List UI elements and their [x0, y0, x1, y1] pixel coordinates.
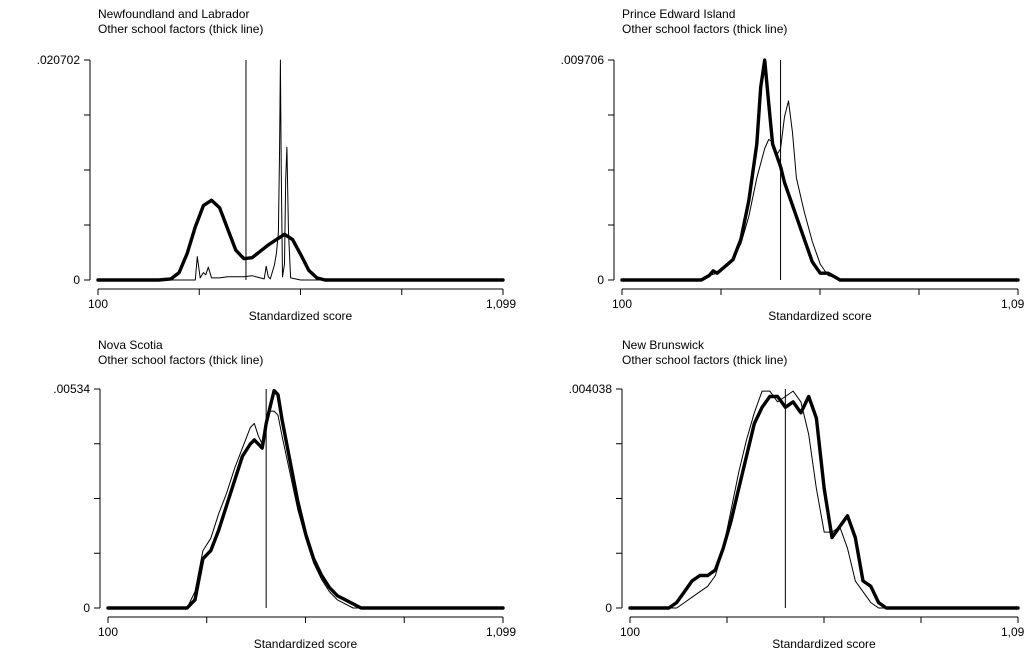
chart-subtitle: Other school factors (thick line) [98, 22, 263, 36]
y-tick-label-zero: 0 [605, 601, 612, 615]
x-tick-label-min: 100 [620, 625, 640, 639]
x-tick-label-max: 1,099 [486, 297, 516, 311]
x-tick-label-min: 100 [98, 625, 118, 639]
series-line-other-school-factors [96, 198, 505, 282]
x-tick-label-min: 100 [88, 297, 108, 311]
chart-title: Nova Scotia [98, 338, 163, 352]
series-line-comparison [107, 410, 504, 609]
chart-title: Prince Edward Island [622, 7, 735, 21]
x-tick-label-min: 100 [612, 297, 632, 311]
chart-subtitle: Other school factors (thick line) [98, 353, 263, 367]
y-tick-label-max: .020702 [37, 53, 81, 67]
series-line-comparison [621, 100, 1019, 281]
y-tick-label-zero: 0 [73, 273, 80, 287]
y-tick-label-max: .009706 [561, 53, 605, 67]
series-line-other-school-factors [628, 394, 1020, 610]
y-tick-label-max: .004038 [569, 382, 613, 396]
chart-title: Newfoundland and Labrador [98, 7, 249, 21]
chart-subtitle: Other school factors (thick line) [622, 22, 787, 36]
x-axis-label: Standardized score [768, 309, 872, 323]
series-line-comparison [629, 390, 1019, 609]
x-axis-label: Standardized score [254, 637, 358, 651]
series-line-other-school-factors [106, 388, 505, 610]
x-tick-label-max: 1,099 [486, 625, 516, 639]
series-line-other-school-factors [620, 58, 1020, 282]
x-tick-label-max: 1,099 [1001, 297, 1024, 311]
series-line-comparison [97, 59, 504, 281]
y-tick-label-zero: 0 [597, 273, 604, 287]
chart-subtitle: Other school factors (thick line) [622, 353, 787, 367]
x-axis-label: Standardized score [249, 309, 353, 323]
x-tick-label-max: 1,099 [1001, 625, 1024, 639]
chart-title: New Brunswick [622, 338, 705, 352]
y-tick-label-zero: 0 [83, 601, 90, 615]
y-tick-label-max: .00534 [53, 382, 90, 396]
x-axis-label: Standardized score [772, 637, 876, 651]
